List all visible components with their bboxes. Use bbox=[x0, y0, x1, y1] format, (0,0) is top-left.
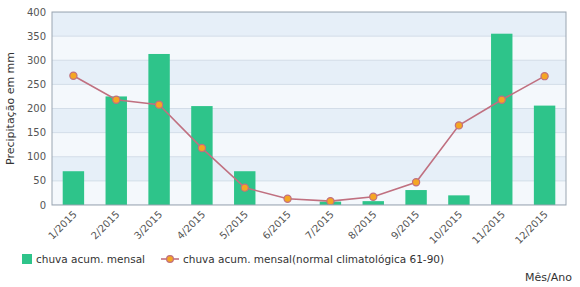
x-tick-label: 7/2015 bbox=[303, 209, 336, 242]
y-tick-label: 400 bbox=[27, 7, 46, 18]
y-tick-label: 150 bbox=[27, 127, 46, 138]
grid-line bbox=[52, 84, 566, 85]
bar bbox=[363, 201, 384, 205]
bar-series bbox=[63, 34, 556, 205]
y-tick-label: 50 bbox=[33, 175, 46, 186]
plot-background bbox=[52, 12, 566, 205]
y-tick-label: 0 bbox=[40, 200, 46, 211]
line bbox=[73, 76, 544, 201]
grid-line bbox=[52, 156, 566, 157]
line-marker bbox=[370, 193, 377, 200]
bar bbox=[491, 34, 512, 205]
legend-label: chuva acum. mensal(normal climatológica … bbox=[183, 253, 444, 265]
legend-label: chuva acum. mensal bbox=[36, 253, 145, 265]
line-marker bbox=[455, 122, 462, 129]
x-tick-label: 3/2015 bbox=[132, 209, 165, 242]
x-tick-label: 5/2015 bbox=[218, 209, 251, 242]
line-marker bbox=[412, 179, 419, 186]
bar bbox=[448, 195, 469, 205]
plot-frame bbox=[52, 12, 566, 205]
grid-line bbox=[52, 132, 566, 133]
bar bbox=[234, 171, 255, 205]
line-marker bbox=[113, 96, 120, 103]
chart: 0 50 100 150 200 250 300 350 400 Precipitação em … bbox=[0, 0, 580, 287]
y-tick-label: 300 bbox=[27, 55, 46, 66]
grid-line bbox=[52, 36, 566, 37]
grid-line bbox=[52, 180, 566, 181]
bar bbox=[148, 54, 169, 205]
y-axis-label: Precipitação em mm bbox=[4, 52, 17, 165]
x-tick-label: 11/2015 bbox=[470, 209, 507, 246]
line-marker bbox=[70, 72, 77, 79]
x-axis: 1/2015 2/2015 3/2015 4/2015 5/2015 6/2015 7/20… bbox=[46, 209, 550, 246]
chart-container: 0 50 100 150 200 250 300 350 400 Precipitação em … bbox=[0, 0, 580, 287]
y-tick-label: 250 bbox=[27, 79, 46, 90]
grid-band bbox=[52, 157, 566, 181]
line-marker bbox=[541, 73, 548, 80]
legend: chuva acum. mensal chuva acum. mensal(nor… bbox=[22, 253, 444, 265]
x-tick-label: 12/2015 bbox=[513, 209, 550, 246]
grid bbox=[52, 12, 566, 205]
data bbox=[63, 34, 556, 205]
x-tick-label: 6/2015 bbox=[260, 209, 293, 242]
line-marker bbox=[327, 198, 334, 205]
x-tick-label: 9/2015 bbox=[389, 209, 422, 242]
bar bbox=[405, 190, 426, 205]
y-tick-label: 100 bbox=[27, 151, 46, 162]
line-marker bbox=[241, 184, 248, 191]
line-series bbox=[70, 72, 548, 205]
line-marker bbox=[155, 101, 162, 108]
line-marker bbox=[498, 96, 505, 103]
legend-swatch bbox=[22, 254, 32, 264]
line-marker bbox=[198, 144, 205, 151]
x-tick-label: 1/2015 bbox=[46, 209, 79, 242]
bar bbox=[63, 171, 84, 205]
bar bbox=[534, 106, 555, 205]
grid-band bbox=[52, 12, 566, 36]
y-tick-label: 350 bbox=[27, 31, 46, 42]
line-marker bbox=[284, 195, 291, 202]
x-tick-label: 8/2015 bbox=[346, 209, 379, 242]
grid-band bbox=[52, 109, 566, 133]
grid-band bbox=[52, 60, 566, 84]
x-tick-label: 10/2015 bbox=[427, 209, 464, 246]
x-axis-label: Mês/Ano bbox=[525, 271, 572, 284]
legend-marker bbox=[167, 256, 174, 263]
bar bbox=[106, 96, 127, 205]
y-axis: 0 50 100 150 200 250 300 350 400 Precipitação em … bbox=[4, 7, 46, 211]
x-tick-label: 4/2015 bbox=[175, 209, 208, 242]
grid-line bbox=[52, 60, 566, 61]
y-tick-label: 200 bbox=[27, 103, 46, 114]
x-tick-label: 2/2015 bbox=[89, 209, 122, 242]
